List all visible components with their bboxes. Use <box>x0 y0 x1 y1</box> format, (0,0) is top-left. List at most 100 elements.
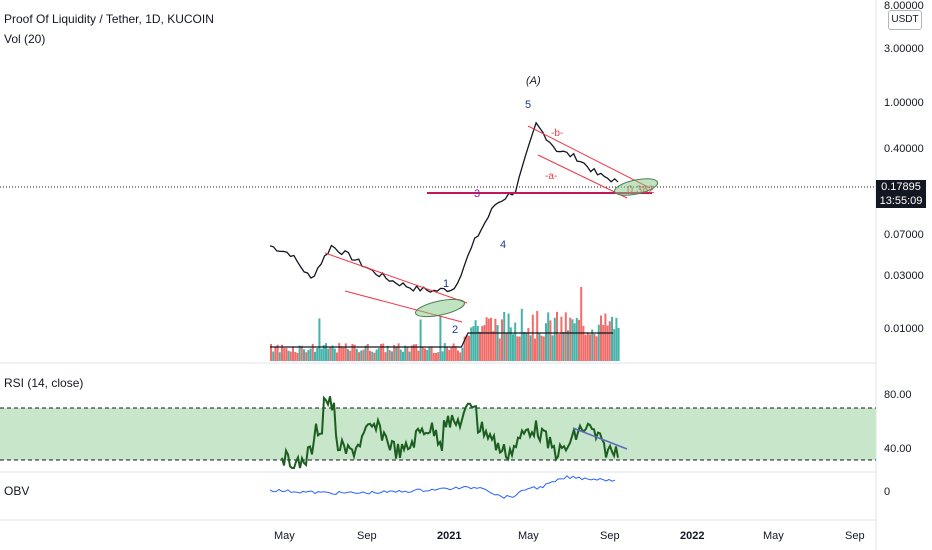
price-axis[interactable]: 8.00000 3.00000 1.00000 0.40000 0.07000 … <box>884 0 924 335</box>
volume-bar <box>309 348 312 361</box>
volume-bar <box>503 312 506 361</box>
rsi-indicator-label[interactable]: RSI (14, close) <box>4 376 84 390</box>
volume-bar <box>397 343 400 361</box>
volume-bar <box>393 345 396 361</box>
volume-bar <box>463 336 466 361</box>
volume-bar <box>349 350 352 361</box>
volume-bar <box>384 352 387 361</box>
volume-bar <box>410 345 413 361</box>
volume-bar <box>443 343 446 361</box>
symbol-title[interactable]: Proof Of Liquidity / Tether, 1D, KUCOIN <box>4 12 214 26</box>
volume-bar <box>573 323 576 361</box>
volume-bar <box>417 350 420 361</box>
breakout-ellipse-2[interactable] <box>613 176 659 199</box>
volume-bar <box>413 344 415 361</box>
volume-bar <box>531 314 534 361</box>
volume-bar <box>276 344 279 361</box>
volume-bar <box>461 347 464 361</box>
rsi-tick: 80.00 <box>884 389 912 401</box>
volume-histogram <box>270 287 620 361</box>
volume-bar <box>287 350 290 361</box>
volume-bar <box>274 346 277 361</box>
price-tick: 1.00000 <box>884 97 924 109</box>
volume-bar <box>371 351 374 361</box>
volume-bar <box>474 320 477 361</box>
volume-bar <box>391 351 393 361</box>
volume-bar <box>553 317 556 361</box>
volume-bar <box>465 335 468 361</box>
currency-button[interactable]: USDT <box>888 10 922 30</box>
time-tick: Sep <box>600 530 620 542</box>
volume-bar <box>509 327 512 361</box>
volume-bar <box>446 347 448 361</box>
breakout-ellipse-1[interactable] <box>414 296 466 320</box>
volume-bar <box>441 351 444 361</box>
price-tick: 8.00000 <box>884 0 924 12</box>
volume-bar <box>340 346 343 361</box>
volume-bar <box>582 325 585 361</box>
wedge-upper-line-2[interactable] <box>527 125 651 189</box>
obv-indicator-label[interactable]: OBV <box>4 484 30 498</box>
wedge-lower-line[interactable] <box>344 290 463 323</box>
volume-bar <box>382 343 385 361</box>
volume-bar <box>342 347 345 361</box>
volume-bar <box>402 351 404 361</box>
bar-countdown: 13:55:09 <box>876 194 926 208</box>
volume-bar <box>439 316 442 361</box>
volume-bar <box>333 348 336 361</box>
volume-bar <box>512 334 514 361</box>
volume-indicator-label[interactable]: Vol (20) <box>4 32 46 46</box>
volume-bar <box>298 345 301 361</box>
volume-bar <box>542 336 545 361</box>
volume-bar <box>586 332 589 361</box>
volume-bar <box>322 345 325 361</box>
wave-label-3: 3 <box>474 188 480 200</box>
volume-bar <box>564 312 567 361</box>
volume-bar <box>597 324 600 361</box>
volume-bar <box>472 326 475 361</box>
current-price-tag: 0.17895 <box>876 180 926 194</box>
rsi-tick: 40.00 <box>884 443 912 455</box>
wedge-upper-line[interactable] <box>324 252 468 304</box>
volume-bar <box>468 335 470 361</box>
volume-bar <box>285 348 288 361</box>
price-tick: 0.40000 <box>884 143 924 155</box>
price-tick: 0.03000 <box>884 270 924 282</box>
wedge-lower-line-2[interactable] <box>537 154 628 199</box>
volume-bar <box>584 334 587 361</box>
volume-bar <box>437 352 440 361</box>
volume-bar <box>457 350 459 361</box>
price-tick: 3.00000 <box>884 43 924 55</box>
volume-bar <box>404 345 407 361</box>
volume-bar <box>514 322 517 361</box>
volume-bar <box>593 334 596 361</box>
volume-bar <box>351 343 354 361</box>
volume-bar <box>344 343 347 361</box>
volume-bar <box>501 319 503 361</box>
volume-bar <box>428 347 431 361</box>
volume-bar <box>377 348 380 361</box>
wave-label-1: 1 <box>443 278 449 290</box>
volume-bar <box>551 335 554 361</box>
time-axis[interactable]: May Sep 2021 May Sep 2022 May Sep <box>274 530 865 542</box>
volume-bar <box>485 317 488 361</box>
volume-bar <box>432 353 435 361</box>
volume-bar <box>575 318 578 361</box>
volume-bar <box>507 313 510 361</box>
volume-bar <box>608 321 611 361</box>
time-tick: 2022 <box>680 530 704 542</box>
volume-bar <box>496 325 499 361</box>
volume-bar <box>430 346 433 361</box>
volume-bar <box>331 345 334 361</box>
volume-bar <box>494 318 497 361</box>
volume-bar <box>492 331 495 361</box>
volume-bar <box>518 336 521 361</box>
volume-bar <box>487 318 490 361</box>
obv-tick: 0 <box>884 486 890 498</box>
rsi-trend-line[interactable] <box>572 427 628 450</box>
volume-bar <box>283 348 286 361</box>
volume-bar <box>448 349 451 361</box>
volume-bar <box>419 319 422 361</box>
volume-bar <box>520 308 523 361</box>
